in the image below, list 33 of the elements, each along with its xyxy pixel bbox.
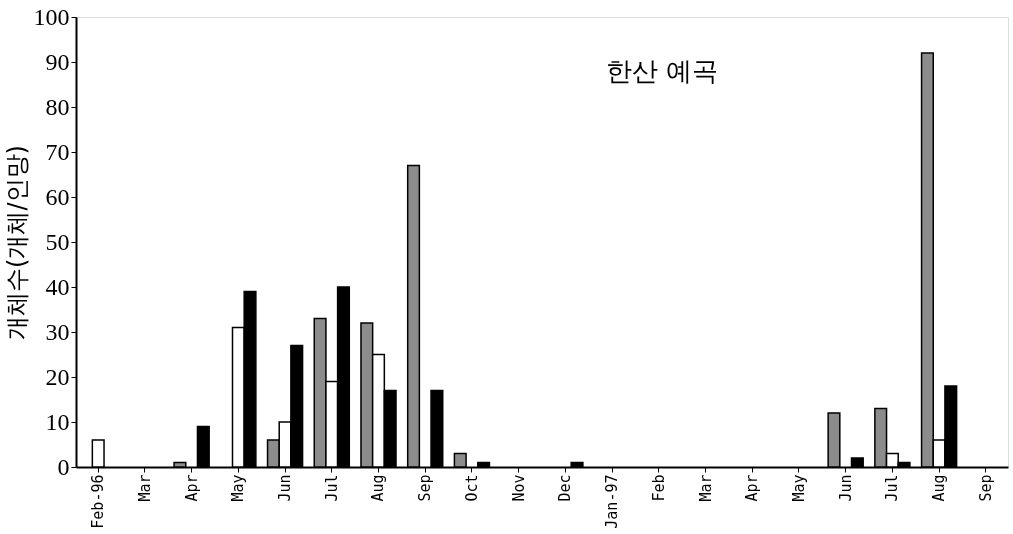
y-tick-label: 20 [45, 363, 70, 390]
x-tick-label: Dec [556, 474, 575, 502]
x-tick-label: Jan-97 [603, 474, 622, 529]
x-tick-label: Mar [696, 474, 715, 502]
x-tick-label: May [789, 474, 808, 502]
y-tick-label: 70 [45, 138, 70, 165]
x-tick-label: Aug [930, 474, 949, 502]
x-tick-label: Jul [883, 474, 902, 502]
x-tick-label: Sep [416, 474, 435, 502]
y-tick-label: 100 [33, 3, 70, 30]
y-tick-label: 10 [45, 408, 70, 435]
y-tick-label: 40 [45, 273, 70, 300]
x-tick-label: Jun [276, 474, 295, 502]
y-tick-label: 30 [45, 318, 70, 345]
x-tick-label: Jul [322, 474, 341, 502]
y-tick-label: 80 [45, 93, 70, 120]
x-tick-label: Oct [462, 474, 481, 502]
y-tick-label: 0 [57, 453, 70, 480]
x-tick-label: Mar [135, 474, 154, 502]
y-tick-label: 60 [45, 183, 70, 210]
y-tick-label: 50 [45, 228, 70, 255]
x-tick-label: Feb-96 [89, 474, 108, 529]
x-tick-label: Apr [182, 474, 201, 502]
x-tick-label: Nov [509, 474, 528, 502]
text: 한산 예곡 [605, 56, 719, 86]
x-tick-label: Aug [369, 474, 388, 502]
y-axis-title: 개체수(개체/인망) [2, 145, 31, 340]
x-tick-label: May [229, 474, 248, 502]
x-tick-label: Jun [836, 474, 855, 502]
x-tick-label: Sep [976, 474, 995, 502]
x-tick-label: Apr [743, 474, 762, 502]
y-tick-label: 90 [45, 48, 70, 75]
x-tick-label: Feb [649, 474, 668, 502]
